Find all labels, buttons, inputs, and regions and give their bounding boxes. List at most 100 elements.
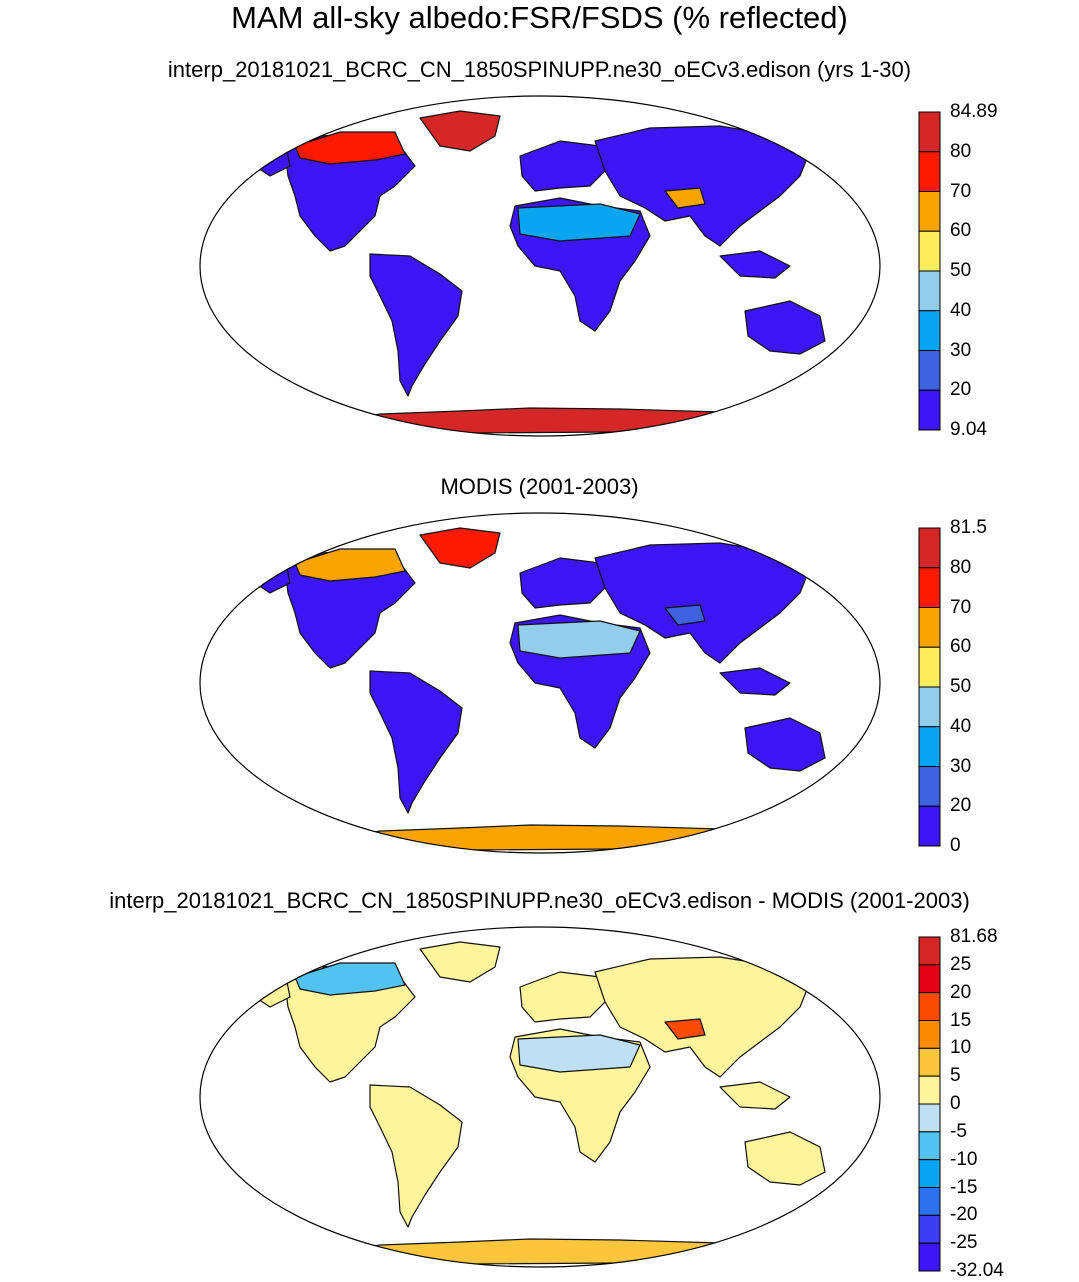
map-field <box>249 110 826 435</box>
colorbar-tick-label: 25 <box>950 953 972 975</box>
colorbar-tick-label: 5 <box>950 1065 961 1087</box>
region-greenland <box>419 110 501 152</box>
colorbar-box <box>918 1020 941 1049</box>
colorbar-tick-label: 30 <box>950 755 972 777</box>
colorbar-box <box>918 151 941 192</box>
colorbar-tick-label: 15 <box>950 1009 972 1031</box>
region-sahara <box>517 620 641 659</box>
continent-europe <box>519 971 611 1023</box>
continent-alaska <box>249 971 291 1008</box>
colorbar-tick-label: 40 <box>950 715 972 737</box>
region-greenland <box>419 941 501 983</box>
colorbar-3 <box>918 936 941 1272</box>
colorbar-box <box>918 1214 941 1244</box>
map-panel-2 <box>199 512 881 854</box>
map-panel-1 <box>199 95 881 437</box>
colorbar-box <box>918 1103 941 1133</box>
continent-alaska <box>249 140 291 177</box>
colorbar-tick-label: 80 <box>950 140 972 162</box>
colorbar-box <box>918 527 941 569</box>
region-tibet <box>664 604 706 626</box>
continent-seAsia <box>719 250 791 279</box>
continent-alaska <box>249 557 291 594</box>
region-sahara <box>517 203 641 242</box>
region-tibet <box>664 187 706 209</box>
colorbar-tick-label: 10 <box>950 1037 972 1059</box>
colorbar-tick-label: 81.5 <box>950 517 987 538</box>
colorbar-box <box>918 191 941 232</box>
continent-europe <box>519 140 611 192</box>
region-tibet <box>664 1018 706 1040</box>
colorbar-tick-label: -10 <box>950 1148 978 1170</box>
colorbar-tick-label: 0 <box>950 835 961 856</box>
panel-1-title: interp_20181021_BCRC_CN_1850SPINUPP.ne30… <box>167 57 912 82</box>
region-arctic <box>294 131 406 165</box>
colorbar-box <box>918 607 941 648</box>
region-greenland <box>419 527 501 569</box>
colorbar-box <box>918 686 941 728</box>
colorbar-2 <box>918 527 941 847</box>
colorbar-tick-label: 80 <box>950 556 972 578</box>
colorbar-tick-label: 40 <box>950 299 972 321</box>
colorbar-tick-label: 20 <box>950 379 972 401</box>
region-sahara <box>517 1034 641 1073</box>
colorbar-tick-label: 60 <box>950 220 972 242</box>
colorbar-1 <box>918 111 941 431</box>
colorbar-box <box>918 1047 941 1077</box>
region-antarctica <box>319 1238 781 1266</box>
colorbar-box <box>918 964 941 994</box>
colorbar-tick-label: 81.68 <box>950 926 998 947</box>
colorbar-tick-label: 70 <box>950 596 972 618</box>
continent-europe <box>519 557 611 609</box>
colorbar-tick-label: -32.04 <box>950 1260 1004 1281</box>
colorbar-tick-label: -25 <box>950 1232 978 1254</box>
colorbar-box <box>918 726 941 767</box>
colorbar-box <box>918 1131 941 1161</box>
continent-seAsia <box>719 667 791 696</box>
colorbar-box <box>918 805 941 847</box>
colorbar-box <box>918 992 941 1022</box>
colorbar-tick-label: 84.89 <box>950 101 998 122</box>
colorbar-box <box>918 1242 941 1272</box>
map-outline <box>199 926 881 1268</box>
map-panel-3 <box>199 926 881 1268</box>
region-antarctica <box>319 824 781 852</box>
colorbar-tick-label: 9.04 <box>950 419 987 440</box>
colorbar-box <box>918 936 941 966</box>
colorbar-box <box>918 1075 941 1105</box>
continent-southAmerica <box>369 670 463 814</box>
continent-seAsia <box>719 1081 791 1110</box>
region-antarctica <box>319 407 781 435</box>
panel-2-title: MODIS (2001-2003) <box>440 474 639 499</box>
continent-australia <box>744 300 826 355</box>
colorbar-tick-label: 20 <box>950 795 972 817</box>
colorbar-tick-label: 20 <box>950 981 972 1003</box>
colorbar-box <box>918 1187 941 1216</box>
colorbar-box <box>918 766 941 807</box>
colorbar-tick-label: -15 <box>950 1176 978 1198</box>
map-outline <box>199 95 881 437</box>
colorbar-tick-label: 60 <box>950 636 972 658</box>
region-arctic <box>294 548 406 582</box>
colorbar-box <box>918 1159 941 1188</box>
continent-australia <box>744 717 826 772</box>
continent-southAmerica <box>369 253 463 397</box>
colorbar-box <box>918 646 941 688</box>
continent-australia <box>744 1131 826 1186</box>
colorbar-tick-label: -5 <box>950 1120 967 1142</box>
region-arctic <box>294 962 406 996</box>
continent-southAmerica <box>369 1084 463 1228</box>
map-outline <box>199 512 881 854</box>
colorbar-tick-label: 50 <box>950 260 972 281</box>
colorbar-box <box>918 567 941 608</box>
colorbar-tick-label: 0 <box>950 1093 961 1114</box>
colorbar-box <box>918 389 941 431</box>
colorbar-box <box>918 350 941 391</box>
colorbar-tick-label: 70 <box>950 180 972 202</box>
colorbar-tick-label: -20 <box>950 1204 978 1226</box>
colorbar-tick-label: 50 <box>950 676 972 697</box>
panel-3-title: interp_20181021_BCRC_CN_1850SPINUPP.ne30… <box>109 888 970 913</box>
figure-title: MAM all-sky albedo:FSR/FSDS (% reflected… <box>231 0 848 35</box>
colorbar-box <box>918 111 941 153</box>
